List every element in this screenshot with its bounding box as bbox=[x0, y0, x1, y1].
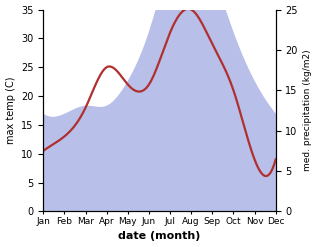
Y-axis label: med. precipitation (kg/m2): med. precipitation (kg/m2) bbox=[303, 50, 313, 171]
X-axis label: date (month): date (month) bbox=[118, 231, 201, 242]
Y-axis label: max temp (C): max temp (C) bbox=[5, 77, 16, 144]
